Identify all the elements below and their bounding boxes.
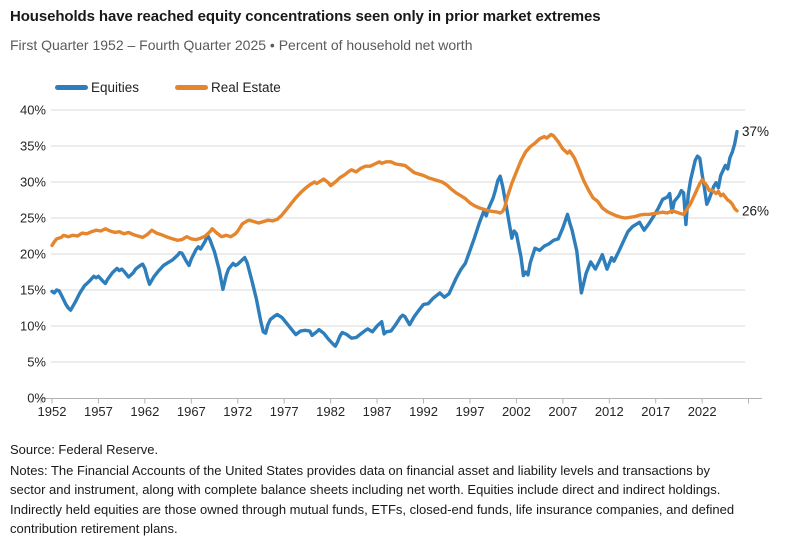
x-tick-label: 1997 bbox=[456, 404, 485, 419]
y-tick-label: 10% bbox=[20, 319, 46, 334]
real-estate-line-end-label: 26% bbox=[742, 203, 769, 218]
y-tick-label: 0% bbox=[27, 391, 46, 406]
y-tick-label: 40% bbox=[20, 103, 46, 118]
equities-line bbox=[50, 129, 739, 348]
x-tick-label: 2007 bbox=[548, 404, 577, 419]
x-tick-label: 1967 bbox=[177, 404, 206, 419]
notes-line: contribution retirement plans. bbox=[10, 520, 178, 536]
y-tick-label: 20% bbox=[20, 247, 46, 262]
x-tick-label: 1957 bbox=[84, 404, 113, 419]
chart-title: Households have reached equity concentra… bbox=[10, 8, 601, 25]
source-note: Source: Federal Reserve. bbox=[10, 442, 159, 457]
equities-line-swatch bbox=[55, 85, 88, 90]
y-tick-label: 5% bbox=[27, 355, 46, 370]
y-tick-label: 25% bbox=[20, 211, 46, 226]
legend-label-equities: Equities bbox=[91, 80, 140, 95]
legend: Equities Real Estate bbox=[55, 80, 281, 95]
notes-line: Notes: The Financial Accounts of the Uni… bbox=[10, 463, 710, 478]
x-tick-label: 1992 bbox=[409, 404, 438, 419]
legend-item-equities: Equities bbox=[55, 80, 139, 95]
legend-label-real-estate: Real Estate bbox=[211, 80, 281, 95]
equities-line-end-label: 37% bbox=[742, 124, 769, 139]
legend-item-real-estate: Real Estate bbox=[175, 80, 281, 95]
x-tick-label: 1952 bbox=[38, 404, 67, 419]
notes-line: sector and instrument, along with comple… bbox=[10, 482, 721, 498]
x-tick-label: 2017 bbox=[641, 404, 670, 419]
x-tick-label: 1962 bbox=[130, 404, 159, 419]
y-tick-label: 15% bbox=[20, 283, 46, 298]
x-tick-label: 1982 bbox=[316, 404, 345, 419]
notes-line: Indirectly held equities are those owned… bbox=[10, 501, 735, 517]
x-tick-label: 2022 bbox=[688, 404, 717, 419]
y-tick-label: 35% bbox=[20, 139, 46, 154]
y-tick-label: 30% bbox=[20, 175, 46, 190]
x-tick-label: 2002 bbox=[502, 404, 531, 419]
real-estate-line bbox=[50, 132, 739, 248]
x-tick-label: 2012 bbox=[595, 404, 624, 419]
x-tick-label: 1972 bbox=[223, 404, 252, 419]
chart-subtitle: First Quarter 1952 – Fourth Quarter 2025… bbox=[10, 37, 473, 53]
x-tick-label: 1987 bbox=[363, 404, 392, 419]
x-tick-label: 1977 bbox=[270, 404, 299, 419]
real-estate-line-swatch bbox=[175, 85, 209, 90]
notes-block: Notes: The Financial Accounts of the Uni… bbox=[10, 461, 734, 538]
